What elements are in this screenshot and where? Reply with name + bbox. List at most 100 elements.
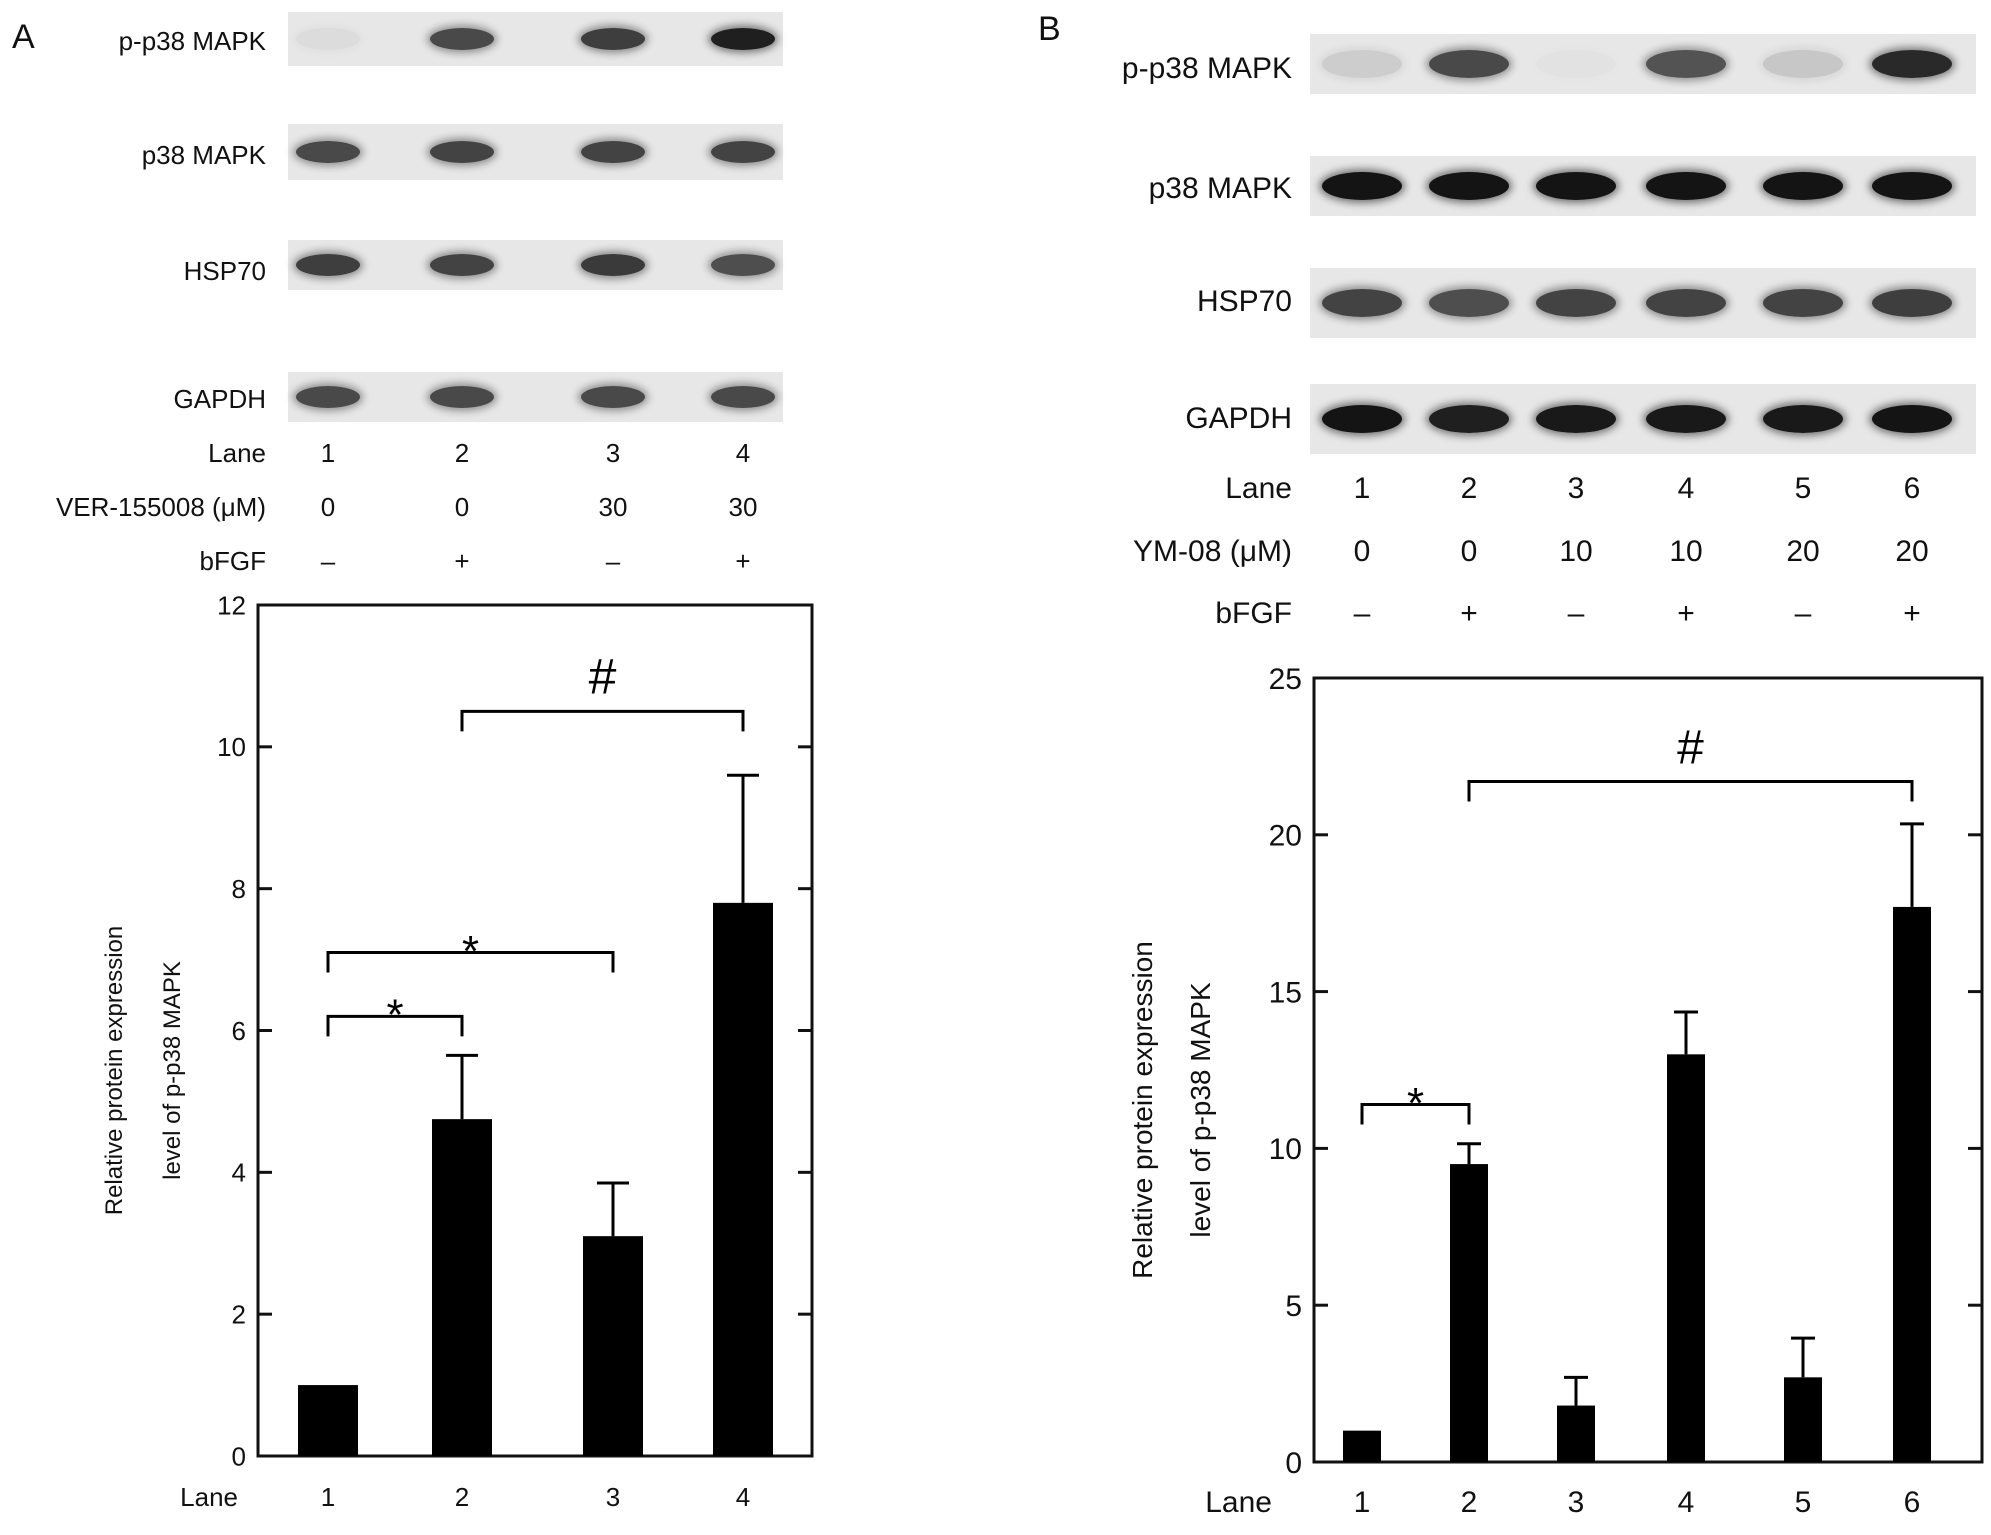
blot-strip [288, 124, 783, 180]
blot-band [1322, 405, 1402, 433]
blot-row-label: p38 MAPK [1148, 172, 1292, 205]
treatment-value: 30 [598, 492, 628, 522]
y-tick-label: 10 [1269, 1133, 1302, 1166]
blot-band [711, 386, 775, 408]
blot-band [1429, 289, 1509, 317]
significance-marker: * [1407, 1079, 1424, 1128]
significance-bracket [326, 950, 615, 973]
blot-band [430, 28, 494, 50]
bfgf-value: + [1460, 597, 1478, 630]
x-tick-label: 4 [736, 1482, 750, 1512]
y-tick-label: 25 [1269, 663, 1302, 696]
blot-band [1536, 289, 1616, 317]
blot-band [1646, 172, 1726, 200]
significance-bracket [326, 1014, 464, 1037]
blot-strip [288, 12, 783, 66]
significance-marker: # [1677, 721, 1704, 774]
lane-row-label: Lane [208, 438, 266, 468]
significance-marker: * [386, 991, 403, 1040]
y-axis-label: Relative protein expression [1127, 941, 1158, 1279]
bar [298, 1385, 358, 1456]
blot-row-label: GAPDH [1185, 402, 1292, 435]
significance-marker: # [589, 648, 617, 704]
lane-number: 6 [1903, 472, 1921, 505]
treatment-value: 20 [1895, 535, 1929, 568]
significance-bracket [460, 709, 745, 732]
panel-label: A [12, 18, 35, 56]
lane-number: 3 [605, 438, 621, 468]
bar [1667, 1054, 1705, 1462]
x-axis-label: Lane [1205, 1486, 1272, 1519]
blot-band [581, 386, 645, 408]
bar [1343, 1430, 1381, 1462]
blot-band [1763, 405, 1843, 433]
y-tick-label: 4 [232, 1158, 246, 1188]
panel-label: B [1038, 10, 1061, 48]
y-tick-label: 15 [1269, 976, 1302, 1009]
x-tick-label: 1 [1354, 1486, 1371, 1519]
blot-band [1536, 405, 1616, 433]
blot-band [711, 28, 775, 50]
blot-band [296, 254, 360, 276]
x-tick-label: 5 [1795, 1486, 1812, 1519]
blot-band [1536, 172, 1616, 200]
blot-band [1872, 289, 1952, 317]
bfgf-value: + [1677, 597, 1695, 630]
y-tick-label: 8 [232, 874, 246, 904]
significance-bracket [1360, 1103, 1471, 1125]
blot-strip [288, 240, 783, 290]
blot-band [581, 28, 645, 50]
blot-row-label: HSP70 [1196, 285, 1292, 318]
blot-band [1646, 289, 1726, 317]
blot-band [430, 141, 494, 163]
bar [583, 1236, 643, 1456]
x-tick-label: 2 [455, 1482, 469, 1512]
bfgf-row-label: bFGF [1215, 597, 1292, 630]
blot-band [1872, 405, 1952, 433]
bar [1450, 1164, 1488, 1462]
blot-strip [1310, 156, 1976, 216]
blot-band [711, 254, 775, 276]
blot-strip [288, 372, 783, 422]
y-tick-label: 10 [217, 732, 246, 762]
blot-band [430, 254, 494, 276]
bfgf-value: – [1794, 597, 1812, 630]
panel-b: B p-p38 MAPK p38 MAPK HSP70 GAPDH Lane Y… [1000, 0, 1991, 1535]
x-tick-label: 2 [1461, 1486, 1478, 1519]
blot-strip [1310, 34, 1976, 94]
lane-number: 3 [1567, 472, 1585, 505]
significance-bracket [1467, 779, 1914, 802]
x-tick-label: 4 [1678, 1486, 1695, 1519]
blot-strip [1310, 384, 1976, 454]
lane-number: 5 [1794, 472, 1812, 505]
treatment-row-label: YM-08 (μM) [1133, 535, 1292, 568]
plot-frame [1312, 676, 1984, 1464]
bfgf-value: + [454, 546, 470, 576]
bfgf-value: + [1903, 597, 1921, 630]
treatment-value: 0 [320, 492, 336, 522]
x-tick-label: 1 [321, 1482, 335, 1512]
blot-band [1646, 405, 1726, 433]
bfgf-value: – [1567, 597, 1585, 630]
treatment-value: 30 [728, 492, 758, 522]
blot-band [430, 386, 494, 408]
bar [1784, 1377, 1822, 1462]
lane-number: 4 [735, 438, 751, 468]
significance-marker: * [462, 927, 479, 976]
y-tick-label: 0 [1285, 1447, 1302, 1480]
y-axis-label: level of p-p38 MAPK [1185, 982, 1216, 1238]
blot-band [1322, 50, 1402, 78]
x-axis-label: Lane [180, 1482, 238, 1512]
x-tick-label: 3 [1568, 1486, 1585, 1519]
blot-band [296, 386, 360, 408]
y-tick-label: 5 [1285, 1290, 1302, 1323]
y-tick-label: 6 [232, 1016, 246, 1046]
bar [713, 902, 773, 1456]
y-axis-label: level of p-p38 MAPK [159, 961, 186, 1180]
x-tick-label: 6 [1904, 1486, 1921, 1519]
bfgf-value: + [735, 546, 751, 576]
bar [432, 1119, 492, 1456]
blot-row-label: HSP70 [183, 256, 266, 286]
blot-band [1429, 405, 1509, 433]
